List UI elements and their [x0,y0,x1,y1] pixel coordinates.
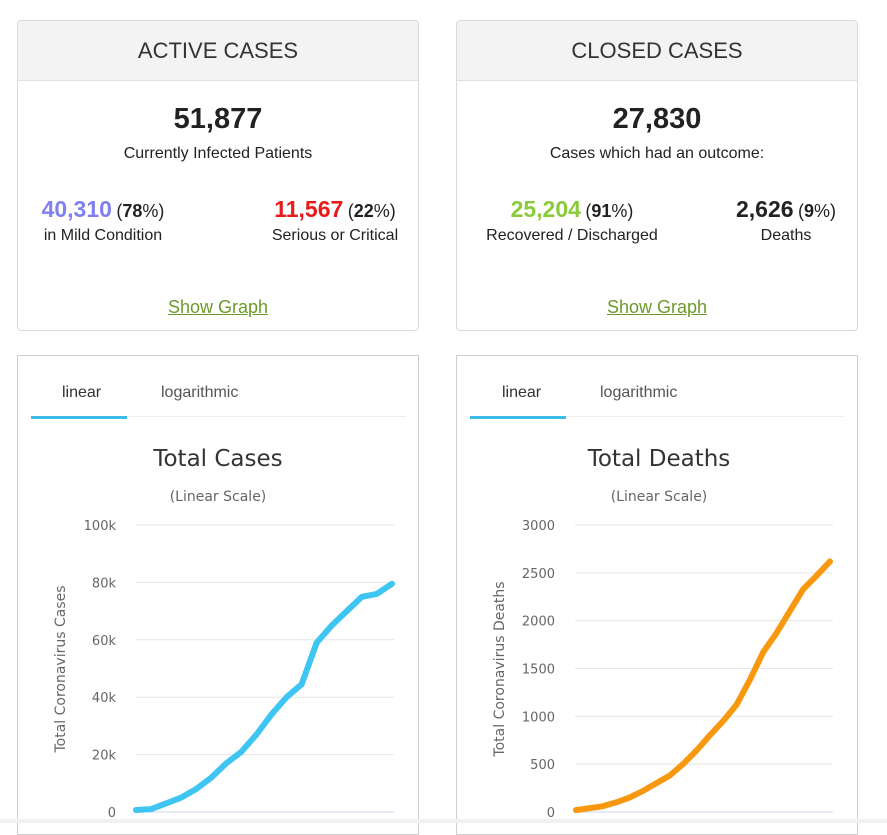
y-tick-label: 40k [92,691,117,706]
chart-subtitle: (Linear Scale) [170,489,267,505]
y-axis-label: Total Coronavirus Cases [53,585,69,753]
recovered-value: 25,204 [510,196,581,222]
tab-linear[interactable]: linear [62,384,102,401]
y-tick-label: 1500 [522,663,555,678]
active-show-graph-link[interactable]: Show Graph [167,297,269,317]
mild-label: in Mild Condition [43,227,163,244]
recovered-percent: (91%) [585,201,634,221]
y-tick-label: 100k [84,519,117,534]
mild-percent: (78%) [116,201,165,221]
chart-subtitle: (Linear Scale) [611,489,708,505]
y-tick-label: 1000 [522,710,555,725]
total-cases-chart: Total Cases (Linear Scale) Total Coronav… [53,446,395,821]
tab-logarithmic[interactable]: logarithmic [600,384,678,401]
recovered-stat: 25,204 (91%) Recovered / Discharged [471,196,673,245]
serious-label: Serious or Critical [271,227,399,244]
active-tab-indicator [470,416,566,419]
y-tick-label: 60k [92,634,117,649]
active-cases-card: ACTIVE CASES 51,877 Currently Infected P… [17,20,419,331]
serious-stat: 11,567 (22%) Serious or Critical [265,196,405,245]
serious-percent: (22%) [347,201,396,221]
active-cases-title: ACTIVE CASES [18,21,418,81]
series-line [573,558,833,814]
scale-tabs: linear logarithmic [30,374,406,419]
closed-show-graph-link[interactable]: Show Graph [606,297,708,317]
closed-cases-total-label: Cases which had an outcome: [549,145,765,162]
closed-cases-card: CLOSED CASES 27,830 Cases which had an o… [456,20,858,331]
mild-stat: 40,310 (78%) in Mild Condition [32,196,174,245]
chart-title: Total Cases [152,446,282,472]
scale-tabs: linear logarithmic [469,374,845,419]
y-tick-label: 3000 [522,519,555,534]
total-deaths-chart-card: linear logarithmic Total Deaths (Linear … [456,355,858,835]
y-tick-label: 2000 [522,615,555,630]
serious-value: 11,567 [274,196,344,222]
y-tick-label: 20k [92,749,117,764]
y-tick-label: 0 [108,806,116,821]
series-line [133,580,395,813]
closed-cases-title: CLOSED CASES [457,21,857,81]
chart-title: Total Deaths [587,446,731,472]
y-tick-label: 0 [547,806,555,821]
deaths-label: Deaths [760,227,812,244]
tab-logarithmic[interactable]: logarithmic [161,384,239,401]
active-cases-total: 51,877 [173,103,263,135]
deaths-value: 2,626 [735,196,794,222]
page-bottom-strip [0,819,887,823]
total-deaths-chart: Total Deaths (Linear Scale) Total Corona… [492,446,833,821]
y-tick-label: 500 [530,758,555,773]
y-tick-label: 80k [92,576,117,591]
tab-linear[interactable]: linear [502,384,542,401]
active-cases-total-label: Currently Infected Patients [123,145,313,162]
closed-cases-total: 27,830 [612,103,702,135]
recovered-label: Recovered / Discharged [486,227,658,244]
total-cases-chart-card: linear logarithmic Total Cases (Linear S… [17,355,419,835]
y-tick-label: 2500 [522,567,555,582]
mild-value: 40,310 [41,196,112,222]
deaths-percent: (9%) [798,201,837,221]
y-axis-label: Total Coronavirus Deaths [492,581,508,757]
active-tab-indicator [31,416,127,419]
deaths-stat: 2,626 (9%) Deaths [725,196,847,245]
